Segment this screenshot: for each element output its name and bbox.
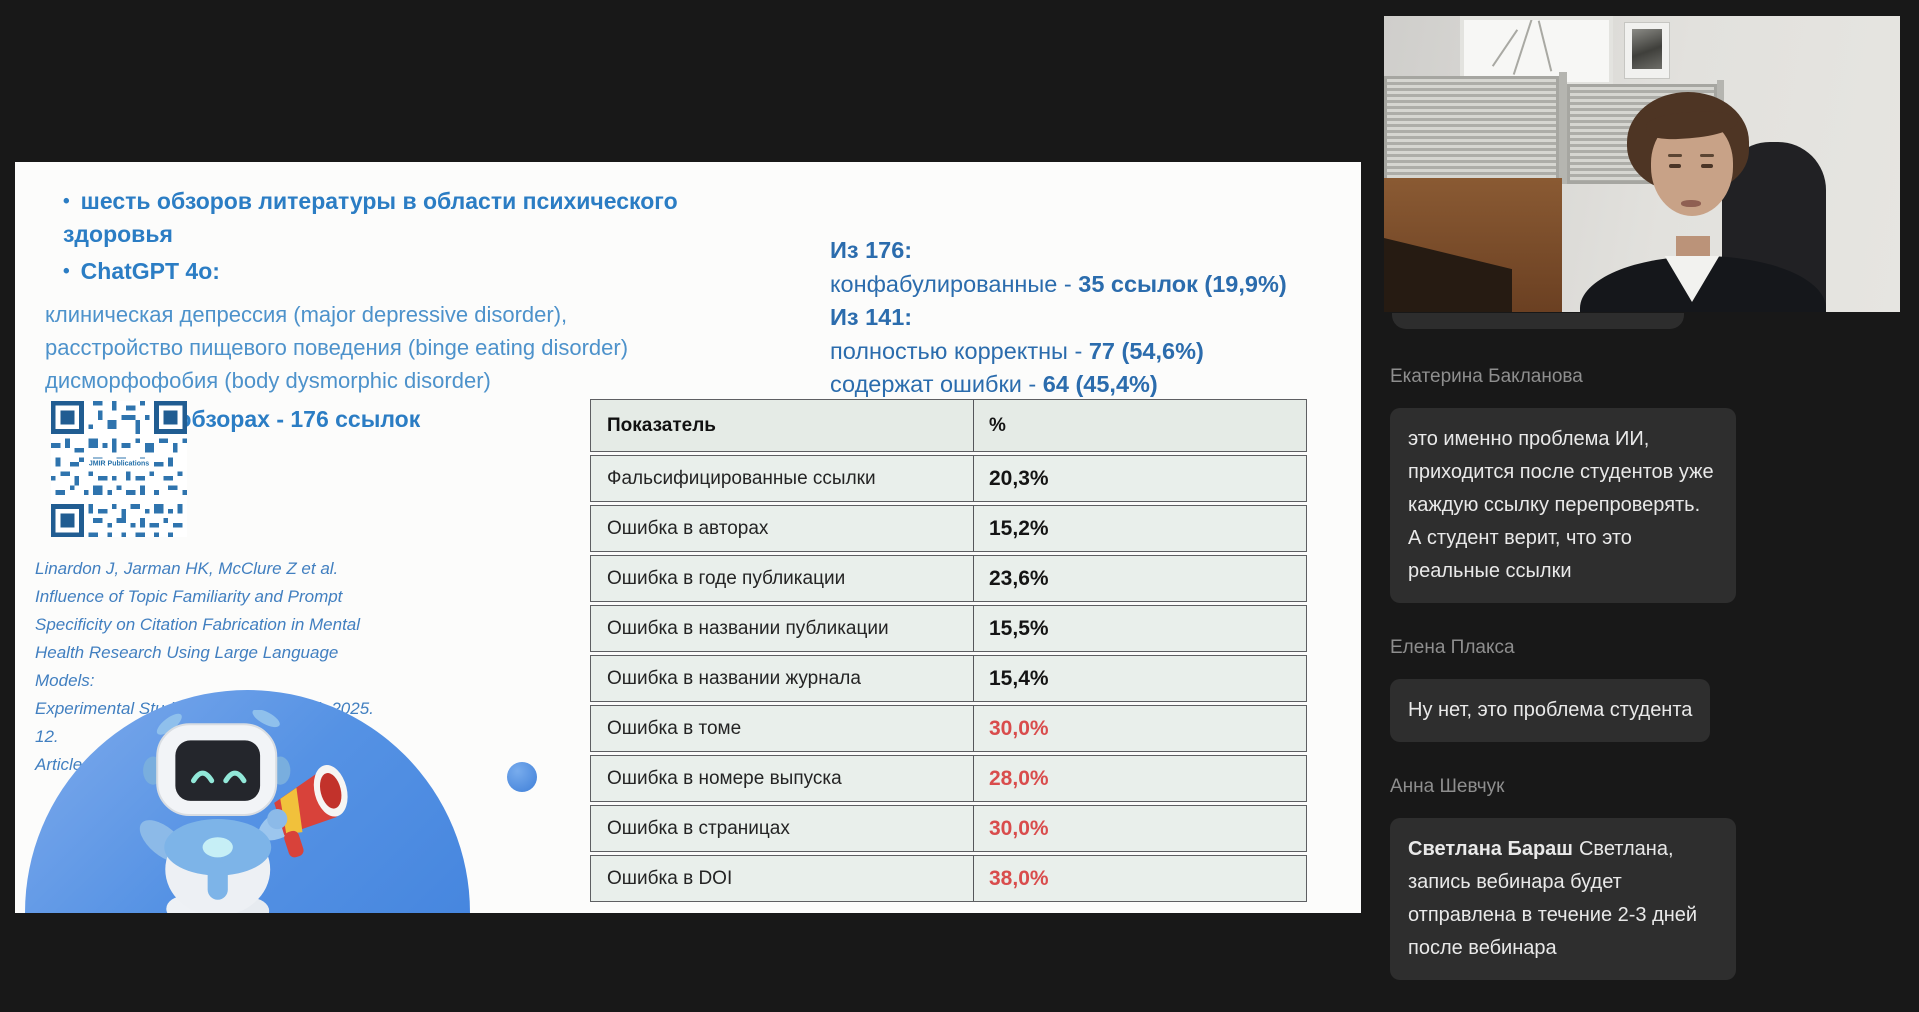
column-header-percent: % [989, 414, 1006, 436]
stat-strong: Из 141: [830, 304, 913, 330]
chat-message: Анна Шевчук Светлана Бараш Светлана, запи… [1390, 776, 1775, 980]
row-label: Ошибка в авторах [591, 506, 974, 551]
row-value: 15,4% [989, 666, 1049, 690]
chat-author-name: Екатерина Бакланова [1390, 366, 1583, 387]
stat-line: содержат ошибки - 64 (45,4%) [830, 368, 1287, 402]
qr-logo-label: JMIR Publications [83, 458, 155, 470]
robot-mascot-illustration [139, 710, 348, 913]
stat-line: полностью корректны - 77 (54,6%) [830, 335, 1287, 369]
chat-message: Екатерина Бакланова это именно проблема … [1390, 366, 1775, 603]
row-label: Ошибка в томе [591, 706, 974, 751]
stat-text: конфабулированные - [830, 270, 1079, 297]
row-label: Ошибка в названии журнала [591, 656, 974, 701]
row-value: 38,0% [989, 866, 1049, 890]
table-row: Ошибка в страницах 30,0% [590, 805, 1307, 852]
row-label: Ошибка в номере выпуска [591, 756, 974, 801]
row-label: Ошибка в годе публикации [591, 556, 974, 601]
chat-text: это именно проблема ИИ, приходится после… [1408, 428, 1714, 582]
row-label: Ошибка в названии публикации [591, 606, 974, 651]
stat-line: Из 141: [830, 301, 1287, 335]
topic-line: расстройство пищевого поведения (binge e… [45, 335, 629, 360]
office-partition-blinds [1384, 76, 1559, 184]
chat-message: Елена Плакса Ну нет, это проблема студен… [1390, 637, 1775, 742]
row-value: 15,2% [989, 516, 1049, 540]
row-label: Ошибка в DOI [591, 856, 974, 901]
presentation-slide: шесть обзоров литературы в области психи… [15, 162, 1361, 913]
wall-picture [1624, 22, 1670, 79]
topic-line: клиническая депрессия (major depressive … [45, 302, 568, 327]
row-label: Ошибка в страницах [591, 806, 974, 851]
stat-text: полностью корректны - [830, 337, 1089, 364]
table-row: Ошибка в названии публикации 15,5% [590, 605, 1307, 652]
stat-strong: Из 176: [830, 237, 913, 263]
bullet-item: шесть обзоров литературы в области психи… [63, 186, 705, 249]
topic-line: дисморфофобия (body dysmorphic disorder) [45, 368, 491, 393]
chat-author-name: Елена Плакса [1390, 637, 1515, 658]
column-header-metric: Показатель [591, 400, 974, 451]
table-header-row: Показатель % [590, 399, 1307, 452]
video-bottom-bar [1392, 313, 1684, 329]
row-value: 15,5% [989, 616, 1049, 640]
row-value: 20,3% [989, 466, 1049, 490]
chat-text: Ну нет, это проблема студента [1408, 699, 1693, 721]
citation-line: Specificity on Citation Fabrication in M… [35, 615, 361, 634]
row-value: 30,0% [989, 816, 1049, 840]
stat-strong: 64 (45,4%) [1042, 371, 1158, 397]
table-row: Ошибка в DOI 38,0% [590, 855, 1307, 902]
topic-lines: клиническая депрессия (major depressive … [45, 298, 705, 397]
row-label: Фальсифицированные ссылки [591, 456, 974, 501]
stat-strong: 35 ссылок (19,9%) [1078, 270, 1287, 297]
chat-bubble: это именно проблема ИИ, приходится после… [1390, 408, 1736, 603]
bullet-item: ChatGPT 4o: [63, 256, 705, 289]
table-row: Ошибка в годе публикации 23,6% [590, 555, 1307, 602]
chat-panel[interactable]: Екатерина Бакланова это именно проблема … [1390, 366, 1775, 1012]
qr-code: JMIR Publications [49, 401, 189, 537]
stat-line: Из 176: [830, 234, 1287, 268]
stat-text: содержат ошибки - [830, 371, 1043, 397]
chat-author-name: Анна Шевчук [1390, 776, 1505, 797]
office-window [1460, 16, 1613, 86]
row-value: 23,6% [989, 566, 1049, 590]
decor-dot [507, 762, 537, 792]
presenter-video-tile[interactable] [1384, 16, 1900, 312]
table-row: Фальсифицированные ссылки 20,3% [590, 455, 1307, 502]
table-row: Ошибка в томе 30,0% [590, 705, 1307, 752]
chat-bubble: Светлана Бараш Светлана, запись вебинара … [1390, 818, 1736, 980]
row-value: 30,0% [989, 716, 1049, 740]
table-row: Ошибка в авторах 15,2% [590, 505, 1307, 552]
bullet-list: шесть обзоров литературы в области психи… [45, 186, 705, 444]
chat-bubble: Ну нет, это проблема студента [1390, 679, 1711, 742]
qr-code-pattern [51, 401, 187, 537]
stat-line: конфабулированные - 35 ссылок (19,9%) [830, 268, 1287, 302]
stats-block: Из 176: конфабулированные - 35 ссылок (1… [830, 234, 1287, 402]
table-row: Ошибка в номере выпуска 28,0% [590, 755, 1307, 802]
table-row: Ошибка в названии журнала 15,4% [590, 655, 1307, 702]
row-value: 28,0% [989, 766, 1049, 790]
chat-text: Светлана, запись вебинара будет отправле… [1408, 838, 1698, 959]
results-table: Показатель % Фальсифицированные ссылки 2… [590, 399, 1307, 905]
stat-strong: 77 (54,6%) [1088, 337, 1204, 364]
citation-line: Linardon J, Jarman HK, McClure Z et al. [35, 559, 339, 578]
citation-line: Influence of Topic Familiarity and Promp… [35, 587, 343, 606]
partition-frame [1559, 72, 1567, 184]
chat-mention-bold: Светлана Бараш [1408, 838, 1573, 860]
citation-line: Health Research Using Large Language Mod… [35, 643, 339, 690]
